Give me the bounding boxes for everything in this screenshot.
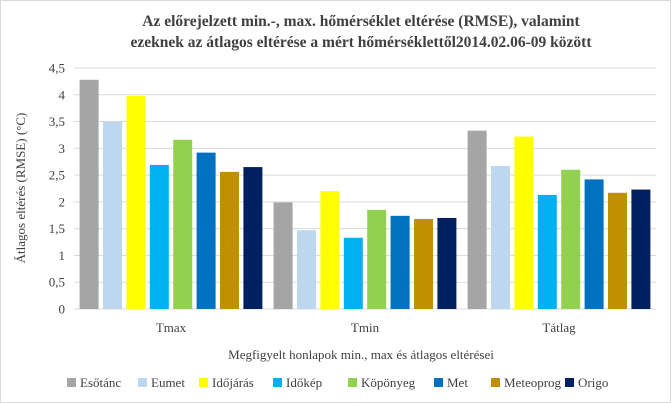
bar: [514, 136, 534, 309]
gridlines: [74, 67, 656, 310]
legend-swatch: [434, 378, 443, 387]
y-tick-label: 3: [59, 141, 66, 156]
bar: [584, 179, 604, 309]
y-axis-title: Átlagos eltérés (RMSE) (°C): [13, 113, 28, 264]
bar: [390, 215, 410, 309]
y-tick-label: 1: [59, 248, 66, 263]
legend-label: Időjárás: [212, 375, 254, 390]
legend-swatch: [199, 378, 208, 387]
legend-label: Időkép: [286, 375, 322, 390]
y-tick-label: 3,5: [49, 114, 65, 129]
y-axis-ticks: 0 0,5 1 1,5 2 2,5 3 3,5 4 4,5: [49, 61, 66, 317]
y-tick-label: 0: [59, 302, 66, 317]
x-axis-title: Megfigyelt honlapok min., max és átlagos…: [228, 347, 494, 362]
legend-swatch: [67, 378, 76, 387]
bar: [367, 209, 387, 309]
bar: [414, 219, 433, 309]
bar: [126, 95, 146, 309]
y-tick-label: 4,5: [49, 61, 65, 76]
legend-label: Esőtánc: [80, 375, 121, 390]
y-tick-label: 0,5: [49, 275, 65, 290]
legend-label: Köpönyeg: [361, 375, 416, 390]
bar: [220, 171, 239, 309]
bar: [149, 164, 169, 309]
y-tick-label: 4: [59, 87, 66, 102]
bar: [467, 130, 487, 309]
y-tick-label: 2,5: [49, 168, 65, 183]
x-tick-label: Tmin: [351, 320, 380, 335]
bar: [320, 191, 340, 309]
legend-swatch: [138, 378, 147, 387]
bar: [173, 139, 193, 309]
bar: [243, 167, 263, 309]
x-tick-label: Tátlag: [542, 320, 576, 335]
legend-label: Meteoprog: [504, 375, 562, 390]
bar: [297, 230, 316, 309]
bar: [631, 189, 651, 309]
bar: [273, 202, 293, 309]
y-tick-label: 2: [59, 194, 66, 209]
y-tick-label: 1,5: [49, 221, 65, 236]
x-tick-label: Tmax: [156, 320, 187, 335]
bar: [437, 217, 457, 309]
bar: [103, 121, 122, 309]
bar: [196, 152, 216, 309]
legend-swatch: [491, 378, 500, 387]
chart-title-line-2: ezeknek az átlagos eltérése a mért hőmér…: [131, 34, 593, 51]
chart-title-line-1: Az előrejelzett min.-, max. hőmérséklet …: [142, 13, 580, 30]
bar: [491, 166, 510, 309]
legend-swatch: [273, 378, 282, 387]
bar: [79, 79, 99, 309]
bar: [608, 192, 627, 309]
legend-label: Origo: [578, 375, 608, 390]
bar: [561, 169, 581, 309]
bars: [79, 79, 651, 309]
legend: Esőtánc Eumet Időjárás Időkép Köpönyeg Met Met…: [67, 375, 608, 390]
legend-swatch: [565, 378, 574, 387]
bar: [343, 237, 363, 309]
bar: [537, 194, 557, 309]
legend-label: Eumet: [151, 375, 185, 390]
x-axis-ticks: Tmax Tmin Tátlag: [156, 320, 576, 335]
legend-swatch: [348, 378, 357, 387]
legend-label: Met: [447, 375, 468, 390]
